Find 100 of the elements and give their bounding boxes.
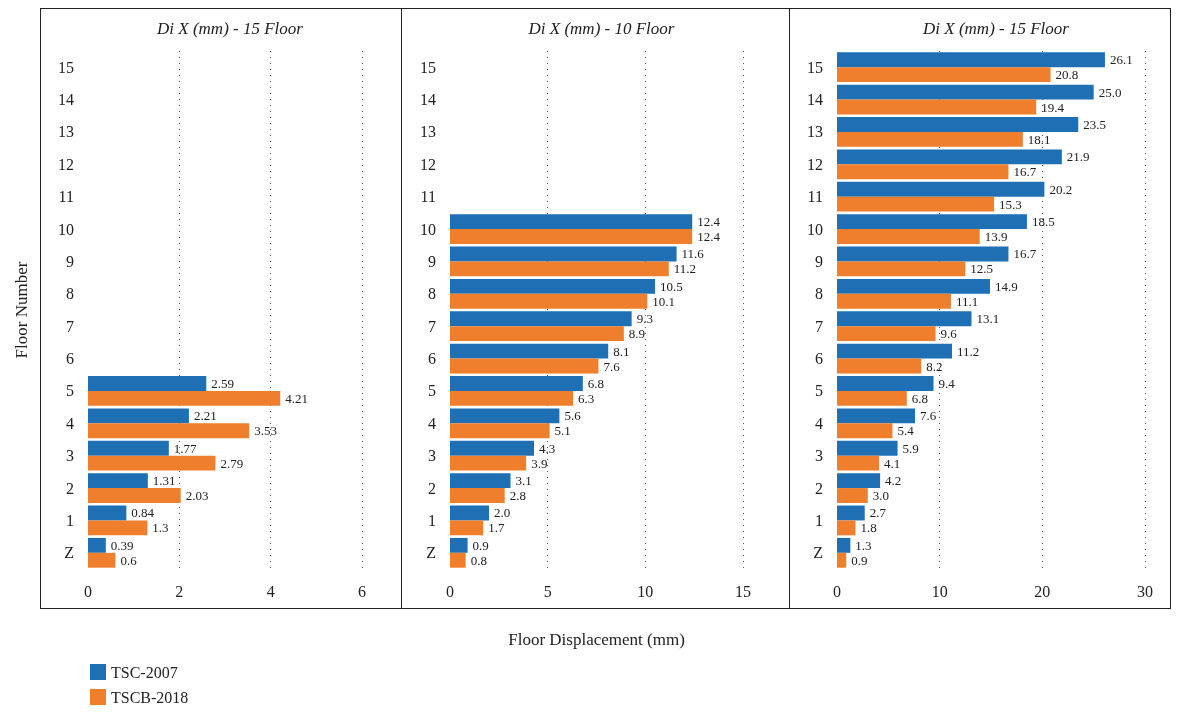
data-label: 23.5	[1083, 116, 1107, 132]
bar	[88, 473, 148, 489]
data-label: 11.2	[956, 343, 980, 359]
data-label: 9.3	[636, 311, 653, 327]
data-label: 2.8	[509, 488, 526, 504]
data-label: 2.79	[220, 455, 244, 471]
y-tick-label: 14	[420, 91, 436, 109]
y-tick-label: 10	[58, 220, 74, 238]
bar	[450, 552, 466, 568]
y-tick-label: 6	[428, 350, 436, 368]
data-label: 1.77	[173, 440, 198, 456]
data-label: 1.3	[855, 537, 872, 553]
bar	[837, 408, 916, 424]
data-label: 18.5	[1031, 214, 1055, 230]
bar	[837, 52, 1105, 68]
bar	[88, 390, 281, 406]
y-tick-label: 9	[815, 252, 823, 270]
x-tick-label: 20	[1034, 582, 1051, 600]
data-label: 4.1	[884, 455, 901, 471]
y-tick-label: 9	[428, 252, 436, 270]
y-tick-label: 1	[66, 511, 74, 529]
data-label: 16.7	[1013, 164, 1037, 180]
bar	[450, 229, 693, 244]
y-tick-label: 7	[815, 317, 823, 335]
bar	[837, 311, 972, 327]
bar	[837, 455, 880, 471]
y-tick-label: 5	[815, 382, 823, 400]
data-label: 6.8	[911, 390, 929, 406]
bar	[837, 196, 995, 212]
x-axis-title: Floor Displacement (mm)	[508, 630, 685, 649]
y-tick-label: 8	[815, 285, 823, 303]
y-tick-label: 13	[420, 123, 436, 141]
y-tick-label: 8	[66, 285, 74, 303]
legend-label: TSC-2007	[111, 663, 178, 681]
data-label: 0.9	[472, 537, 489, 553]
bar	[837, 229, 980, 244]
bar	[450, 423, 550, 439]
y-tick-label: 11	[807, 188, 823, 206]
data-label: 1.31	[152, 473, 176, 489]
bar	[837, 505, 865, 521]
data-label: 12.4	[697, 229, 721, 245]
data-label: 9.4	[938, 375, 956, 391]
y-tick-label: 4	[66, 414, 74, 432]
data-label: 5.6	[564, 408, 582, 424]
data-label: 20.2	[1049, 181, 1073, 197]
y-tick-label: 11	[58, 188, 74, 206]
data-label: 13.1	[976, 311, 1000, 327]
bar	[837, 181, 1045, 197]
data-label: 4.21	[285, 390, 309, 406]
bar	[837, 326, 936, 342]
y-tick-label: Z	[64, 544, 74, 562]
data-label: 8.1	[613, 343, 630, 359]
data-label: 11.2	[673, 261, 697, 277]
y-tick-label: 3	[428, 447, 436, 465]
bar	[837, 117, 1079, 132]
data-label: 4.3	[538, 440, 556, 456]
y-tick-label: 7	[428, 317, 436, 335]
data-label: 12.5	[970, 261, 994, 277]
bar	[837, 537, 851, 553]
bar	[837, 488, 868, 503]
y-tick-label: 4	[428, 414, 436, 432]
data-label: 0.8	[470, 552, 487, 568]
data-label: 2.59	[211, 375, 235, 391]
y-tick-label: 2	[815, 479, 823, 497]
data-label: 8.2	[926, 358, 943, 374]
data-label: 0.6	[120, 552, 138, 568]
x-tick-label: 30	[1137, 582, 1153, 600]
bar	[450, 505, 490, 521]
data-label: 0.84	[131, 505, 155, 521]
bar	[837, 246, 1009, 262]
chart-title: Di X (mm) - 15 Floor	[156, 19, 304, 38]
bar	[88, 505, 127, 521]
bar	[837, 214, 1027, 230]
y-tick-label: Z	[813, 544, 823, 562]
bar	[450, 473, 511, 489]
bar	[837, 84, 1094, 100]
data-label: 0.39	[110, 537, 134, 553]
bar	[837, 358, 922, 374]
y-tick-label: 5	[428, 382, 436, 400]
y-tick-label: 5	[66, 382, 74, 400]
data-label: 19.4	[1041, 99, 1065, 115]
bar	[450, 278, 656, 294]
y-axis-title: Floor Number	[12, 261, 31, 359]
y-tick-label: 1	[428, 511, 436, 529]
bar	[450, 214, 693, 230]
bar	[450, 408, 560, 424]
bar	[837, 520, 856, 536]
data-label: 6.8	[587, 375, 605, 391]
data-label: 11.6	[681, 246, 705, 262]
data-label: 3.9	[531, 455, 548, 471]
data-label: 2.0	[494, 505, 511, 521]
y-tick-label: 10	[807, 220, 823, 238]
bar	[88, 488, 181, 503]
bar	[837, 423, 893, 439]
bar	[88, 520, 148, 536]
y-tick-label: 9	[66, 252, 74, 270]
data-label: 7.6	[603, 358, 621, 374]
y-tick-label: 8	[428, 285, 436, 303]
data-label: 2.03	[185, 488, 209, 504]
bar	[450, 311, 632, 327]
